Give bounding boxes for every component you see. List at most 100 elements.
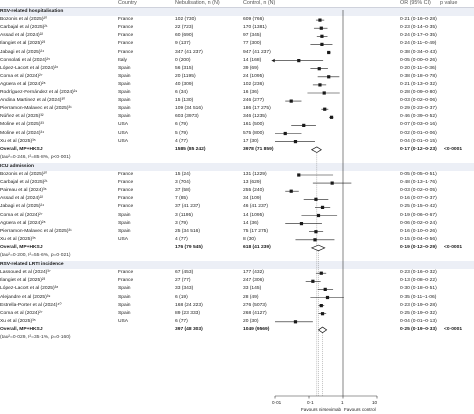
odds-ratio-ci: 0·28 (0·09–0·80) <box>400 90 437 95</box>
study-country: Spain <box>118 220 131 226</box>
nebulisation-count: 15 (130) <box>175 98 194 104</box>
nebulisation-count: 6 (79) <box>175 122 188 128</box>
control-count: 102 (236) <box>243 81 264 87</box>
study-name: Coma et al (2024)²⁷ <box>0 310 43 316</box>
control-count: 177 (432) <box>243 270 264 276</box>
point-estimate <box>325 295 330 300</box>
overall-nebulisation: 176 (79 545) <box>175 244 203 250</box>
point-estimate <box>327 75 331 79</box>
study-country: USA <box>118 236 129 242</box>
odds-ratio-ci: 0·20 (0·11–0·36) <box>400 65 437 71</box>
control-count: 161 (500) <box>243 122 264 128</box>
pooled-estimate-diamond <box>310 244 326 252</box>
study-name: Pierramon-Malavec et al (2025)³¹ <box>0 228 72 234</box>
nebulisation-count: 4 (77) <box>175 138 188 144</box>
heterogeneity-note: (tau²=0·246, I²=85·8%, p<0·001) <box>0 154 71 160</box>
control-count: 186 (17 275) <box>243 106 271 112</box>
study-country: France <box>118 25 134 31</box>
nebulisation-count: 89 (23 333) <box>175 310 201 316</box>
study-country: Spain <box>118 90 131 95</box>
study-name: Ilangiet et al (2025)²³ <box>0 278 46 284</box>
control-count: 20 (30) <box>243 318 259 324</box>
nebulisation-count: 22 (723) <box>175 25 194 31</box>
odds-ratio-ci: 0·24 (0·17–0·35) <box>400 33 437 39</box>
point-estimate <box>320 205 325 209</box>
control-count: 609 (766) <box>243 17 264 23</box>
point-estimate <box>317 67 321 71</box>
control-count: 14 (36) <box>243 220 259 226</box>
point-estimate <box>299 222 304 226</box>
point-estimate <box>313 238 317 242</box>
favours-nirsevimab-label: Favours nirsevimab <box>301 407 342 412</box>
odds-ratio-ci: 0·04 (0·01–0·15) <box>400 138 437 144</box>
control-count: 17 (30) <box>243 138 259 144</box>
overall-p-value: <0·0001 <box>444 326 463 332</box>
study-name: Xu et al (2025)³⁵ <box>0 318 36 324</box>
study-country: France <box>118 270 134 276</box>
overall-nebulisation: 1585 (85 242) <box>175 146 206 152</box>
nebulisation-count: 60 (690) <box>175 33 194 39</box>
overall-label: Overall, MP+HKSJ <box>0 326 43 332</box>
study-country: France <box>118 49 134 55</box>
study-name: Lassoued et al (2024)³⁷ <box>0 270 51 276</box>
odds-ratio-ci: 0·13 (0·08–0·22) <box>400 278 437 284</box>
control-count: 16 (36) <box>243 90 259 95</box>
section-title: RSV-related hospitalisation <box>0 9 64 14</box>
point-estimate <box>318 83 322 87</box>
study-name: Andina Martinez et al (2024)³⁰ <box>0 98 66 104</box>
nebulisation-count: 0 (200) <box>175 57 191 63</box>
nebulisation-column-header: Nebulisation, n (N) <box>175 0 220 6</box>
point-estimate <box>302 123 306 127</box>
study-country: France <box>118 180 134 186</box>
odds-ratio-ci: 0·04 (0·01–0·13) <box>400 318 437 324</box>
nebulisation-count: 109 (34 516) <box>175 106 203 112</box>
study-name: Alejandre et al (2025)³⁹ <box>0 294 51 300</box>
study-name: Xu et al (2025)³⁵ <box>0 138 36 144</box>
study-country: Spain <box>118 106 131 112</box>
or-column-header: OR (95% CI) <box>400 0 431 6</box>
control-count: 246 (277) <box>243 98 264 104</box>
study-country: France <box>118 204 134 210</box>
study-name: Moline et al (2025)³³ <box>0 122 44 128</box>
nebulisation-count: 6 (34) <box>175 90 188 95</box>
nebulisation-count: 56 (315) <box>175 65 194 71</box>
odds-ratio-ci: 0·07 (0·03–0·16) <box>400 122 437 128</box>
control-count: 268 (4127) <box>243 310 267 316</box>
control-count: 39 (69) <box>243 65 259 71</box>
overall-odds-ratio: 0·19 (0·12–0·29) <box>400 244 437 250</box>
study-country: Spain <box>118 228 131 234</box>
control-count: 947 (41 237) <box>243 49 271 55</box>
point-estimate <box>297 173 301 177</box>
nebulisation-count: 3 (704) <box>175 180 191 186</box>
control-count: 46 (41 237) <box>243 204 269 210</box>
point-estimate <box>319 304 323 308</box>
control-count: 97 (345) <box>243 33 262 39</box>
study-country: France <box>118 278 134 284</box>
odds-ratio-ci: 0·29 (0·23–0·37) <box>400 106 437 112</box>
study-name: Jabagi et al (2025)²⁴ <box>0 204 45 210</box>
nebulisation-count: 3 (1195) <box>175 212 193 218</box>
overall-p-value: <0·0001 <box>444 244 463 250</box>
study-country: Spain <box>118 294 131 300</box>
heterogeneity-note: (tau²=0·200, I²=55·6%, p=0·021) <box>0 253 71 258</box>
study-name: Jabagi et al (2025)²⁴ <box>0 49 45 55</box>
odds-ratio-ci: 0·02 (0·01–0·06) <box>400 130 437 136</box>
nebulisation-count: 7 (85) <box>175 196 188 202</box>
study-name: Agüera et al (2024)²⁸ <box>0 220 46 226</box>
overall-nebulisation: 397 (48 303) <box>175 326 203 332</box>
point-estimate <box>323 107 327 111</box>
section-band <box>0 261 474 270</box>
odds-ratio-ci: 0·05 (0·05–0·51) <box>400 172 437 177</box>
pooled-estimate-diamond <box>317 326 328 334</box>
nebulisation-count: 168 (24 223) <box>175 302 203 308</box>
odds-ratio-ci: 0·48 (0·13–1·76) <box>400 180 437 186</box>
nebulisation-count: 603 (3973) <box>175 114 199 120</box>
control-count: 13 (629) <box>243 180 262 186</box>
tick-label-0: 0·01 <box>272 400 282 405</box>
tick-label-2: 1 <box>341 400 344 405</box>
pooled-estimate-diamond <box>310 146 322 153</box>
odds-ratio-ci: 0·19 (0·06–0·67) <box>400 212 437 218</box>
nebulisation-count: 9 (137) <box>175 41 191 47</box>
odds-ratio-ci: 0·23 (0·14–0·35) <box>400 25 437 31</box>
point-estimate <box>320 312 325 316</box>
